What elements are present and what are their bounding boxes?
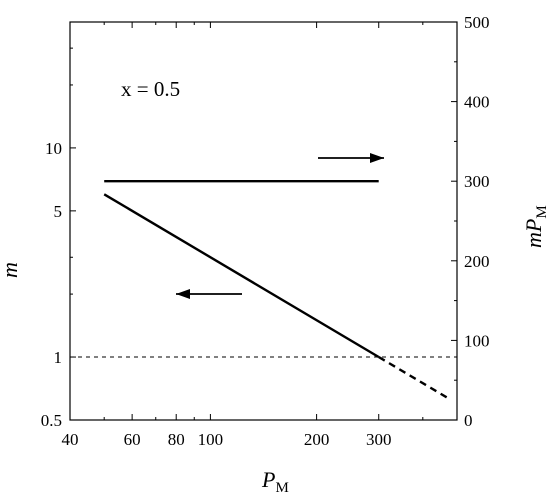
x-tick-label: 200 [304,430,330,449]
x-axis-title: PM [261,467,289,496]
y-left-tick-label: 5 [54,202,63,221]
y-right-axis-title: mPM [521,205,550,248]
y-right-tick-label: 0 [464,411,473,430]
x-tick-label: 80 [168,430,185,449]
y-left-tick-label: 0.5 [41,411,62,430]
x-tick-label: 300 [366,430,392,449]
x-tick-label: 60 [124,430,141,449]
annotation-x-value: x = 0.5 [121,77,180,101]
series-group [70,153,457,401]
y-left-tick-label: 1 [54,348,63,367]
x-tick-label: 40 [62,430,79,449]
y-right-tick-label: 200 [464,252,490,271]
arrow-right-axis-head [370,153,384,163]
y-right-tick-label: 400 [464,93,490,112]
y-left-tick-label: 10 [45,139,62,158]
series-m-line [103,193,380,359]
x-tick-label: 100 [198,430,224,449]
y-right-tick-label: 500 [464,13,490,32]
arrow-left-axis-head [176,289,190,299]
y-right-tick-label: 300 [464,172,490,191]
y-left-axis-title: m [0,262,22,278]
y-right-tick-label: 100 [464,331,490,350]
series-m-dashed-line [378,355,452,401]
